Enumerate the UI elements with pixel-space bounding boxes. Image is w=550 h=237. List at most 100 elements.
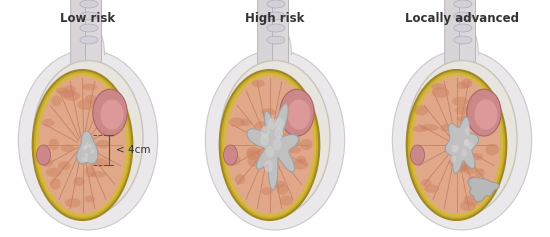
Ellipse shape: [248, 155, 260, 167]
Ellipse shape: [267, 36, 285, 44]
Ellipse shape: [58, 161, 70, 170]
Ellipse shape: [412, 76, 500, 214]
Ellipse shape: [461, 149, 467, 157]
Text: Low risk: Low risk: [60, 12, 116, 25]
Ellipse shape: [450, 155, 456, 163]
Ellipse shape: [61, 144, 74, 152]
Ellipse shape: [49, 139, 59, 150]
Ellipse shape: [412, 126, 427, 132]
Polygon shape: [76, 131, 98, 164]
Ellipse shape: [205, 50, 345, 230]
Ellipse shape: [431, 83, 446, 90]
Ellipse shape: [446, 20, 478, 90]
Ellipse shape: [80, 36, 98, 44]
Ellipse shape: [41, 158, 53, 167]
Ellipse shape: [463, 195, 480, 206]
Ellipse shape: [36, 145, 51, 165]
Ellipse shape: [91, 149, 94, 154]
Ellipse shape: [223, 73, 316, 217]
Ellipse shape: [472, 153, 483, 160]
Ellipse shape: [266, 146, 274, 158]
Ellipse shape: [85, 95, 97, 103]
Text: Locally advanced: Locally advanced: [405, 12, 519, 25]
Ellipse shape: [42, 119, 54, 127]
Ellipse shape: [421, 124, 439, 131]
Ellipse shape: [288, 146, 301, 154]
Ellipse shape: [86, 142, 89, 147]
FancyBboxPatch shape: [459, 0, 476, 78]
Ellipse shape: [224, 155, 241, 166]
FancyBboxPatch shape: [257, 0, 278, 78]
Ellipse shape: [406, 70, 507, 220]
Ellipse shape: [468, 176, 479, 187]
Ellipse shape: [85, 153, 88, 158]
Ellipse shape: [91, 158, 108, 167]
Ellipse shape: [288, 137, 300, 147]
Ellipse shape: [275, 118, 284, 129]
Ellipse shape: [33, 60, 143, 215]
Ellipse shape: [258, 20, 292, 90]
Ellipse shape: [274, 127, 283, 139]
Ellipse shape: [468, 142, 474, 150]
Ellipse shape: [267, 12, 285, 20]
Ellipse shape: [280, 89, 314, 136]
Ellipse shape: [96, 140, 110, 149]
Ellipse shape: [63, 91, 80, 101]
Ellipse shape: [475, 168, 485, 177]
Ellipse shape: [84, 157, 88, 162]
Ellipse shape: [485, 144, 499, 155]
Ellipse shape: [264, 160, 273, 172]
Ellipse shape: [456, 82, 468, 89]
Ellipse shape: [77, 99, 95, 110]
Ellipse shape: [84, 145, 87, 150]
Ellipse shape: [392, 50, 532, 230]
Ellipse shape: [267, 0, 285, 8]
Ellipse shape: [260, 134, 269, 146]
Ellipse shape: [81, 157, 85, 162]
Ellipse shape: [101, 122, 113, 131]
Ellipse shape: [476, 129, 491, 135]
Ellipse shape: [266, 150, 278, 161]
Ellipse shape: [101, 100, 123, 130]
FancyBboxPatch shape: [272, 0, 289, 78]
Ellipse shape: [255, 121, 267, 129]
Ellipse shape: [277, 184, 288, 195]
Ellipse shape: [80, 12, 98, 20]
Ellipse shape: [235, 174, 245, 185]
Ellipse shape: [454, 12, 472, 20]
Ellipse shape: [414, 105, 428, 115]
Ellipse shape: [456, 116, 473, 122]
Ellipse shape: [246, 150, 260, 160]
Ellipse shape: [280, 196, 293, 206]
Ellipse shape: [102, 105, 113, 112]
Ellipse shape: [261, 126, 270, 138]
Ellipse shape: [453, 145, 459, 152]
Ellipse shape: [63, 85, 76, 93]
Ellipse shape: [252, 80, 265, 87]
Ellipse shape: [246, 147, 261, 156]
Ellipse shape: [288, 100, 310, 130]
Ellipse shape: [410, 73, 503, 217]
Ellipse shape: [65, 198, 81, 207]
Ellipse shape: [90, 171, 106, 178]
Text: High risk: High risk: [245, 12, 305, 25]
Polygon shape: [446, 117, 478, 173]
Ellipse shape: [300, 139, 312, 150]
Polygon shape: [235, 55, 315, 110]
Ellipse shape: [60, 89, 75, 98]
Polygon shape: [422, 55, 502, 110]
Ellipse shape: [85, 196, 95, 203]
Ellipse shape: [39, 76, 126, 214]
Ellipse shape: [83, 146, 86, 150]
Ellipse shape: [80, 24, 98, 32]
Ellipse shape: [454, 0, 472, 8]
Ellipse shape: [273, 138, 282, 150]
Ellipse shape: [441, 124, 452, 132]
Ellipse shape: [454, 36, 472, 44]
FancyBboxPatch shape: [444, 0, 465, 78]
Ellipse shape: [73, 177, 85, 186]
Ellipse shape: [407, 60, 517, 215]
Ellipse shape: [220, 60, 330, 215]
Ellipse shape: [226, 76, 314, 214]
Polygon shape: [48, 55, 128, 110]
